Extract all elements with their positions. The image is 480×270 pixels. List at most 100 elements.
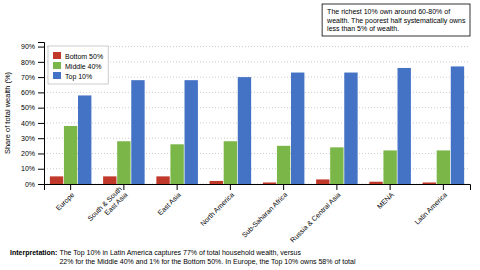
x-tick-mark (123, 184, 124, 190)
legend-swatch (53, 72, 61, 79)
y-tick-label: 90% (21, 43, 35, 50)
x-tick-label: East Asia (156, 191, 182, 217)
x-tick-mark (336, 184, 337, 190)
bar (291, 73, 304, 184)
x-tick-label: MENA (376, 191, 395, 210)
legend-swatch (53, 52, 61, 59)
bar (316, 179, 329, 184)
y-tick: 90% (21, 43, 44, 50)
y-tick: 40% (21, 120, 44, 127)
x-tick-label: Sub-Saharan Africa (241, 191, 289, 239)
y-axis: 0% 10% 20% 30% 40% 50% 60% 70% 80% 90% (21, 43, 45, 188)
bar (330, 147, 343, 184)
bar (344, 73, 357, 184)
y-tick-label: 0% (25, 181, 35, 188)
bar-series (64, 126, 450, 184)
y-tick-mark (38, 108, 44, 109)
y-tick-label: 60% (21, 89, 35, 96)
bar (238, 77, 251, 184)
y-tick: 10% (21, 165, 44, 172)
y-tick: 60% (21, 89, 44, 96)
x-tick: Europe (55, 184, 77, 213)
y-tick-mark (38, 62, 44, 63)
x-tick-label: Latin America (413, 191, 448, 226)
x-tick: Sub-Saharan Africa (241, 184, 289, 239)
bar (117, 141, 130, 184)
y-tick-mark (38, 138, 44, 139)
legend-item: Middle 40% (53, 62, 102, 70)
y-tick-label: 80% (21, 59, 35, 66)
legend: Bottom 50% Middle 40% Top 10% (48, 46, 108, 84)
bar (78, 95, 91, 184)
x-tick-mark (70, 184, 71, 190)
y-tick-mark (38, 184, 44, 185)
bars (50, 66, 464, 184)
annotation-text: The richest 10% own around 60-80% ofweal… (326, 8, 466, 32)
bar (263, 182, 276, 184)
bar (50, 176, 63, 184)
x-tick-label: South & SouthEast Asia (86, 185, 129, 228)
x-tick-mark (230, 184, 231, 190)
y-axis-title: Share of total wealth (%) (3, 71, 12, 154)
y-tick-label: 50% (21, 104, 35, 111)
y-tick-mark (38, 123, 44, 124)
x-tick: East Asia (156, 184, 182, 216)
bar (451, 66, 464, 184)
annotation-box (322, 4, 470, 36)
x-tick-label: Russia & Central Asia (289, 191, 342, 244)
footnote-text: The Top 10% in Latin America captures 77… (59, 249, 355, 266)
chart-svg: 0% 10% 20% 30% 40% 50% 60% 70% 80% 90% Europe South… (0, 0, 480, 270)
y-tick: 0% (25, 181, 44, 188)
x-tick-label: Europe (55, 191, 77, 213)
y-tick-mark (38, 92, 44, 93)
bar (210, 181, 223, 184)
y-tick-mark (38, 77, 44, 78)
grid (44, 47, 470, 184)
bar (185, 80, 198, 184)
bar (64, 126, 77, 184)
x-tick: MENA (376, 184, 395, 210)
y-tick: 30% (21, 135, 44, 142)
x-tick-mark (390, 184, 391, 190)
y-axis-line (38, 43, 45, 185)
bar (277, 146, 290, 184)
bar (369, 182, 382, 184)
x-tick: Russia & Central Asia (289, 184, 342, 244)
x-tick-mark (283, 184, 284, 190)
legend-label: Top 10% (65, 73, 92, 81)
bar (224, 141, 237, 184)
y-tick: 70% (21, 74, 44, 81)
y-tick-label: 30% (21, 135, 35, 142)
annotation: The richest 10% own around 60-80% ofweal… (322, 4, 470, 36)
legend-label: Bottom 50% (65, 53, 103, 60)
y-tick-mark (38, 153, 44, 154)
y-tick-mark (38, 169, 44, 170)
legend-item: Top 10% (53, 72, 92, 81)
legend-label: Middle 40% (65, 63, 102, 70)
x-tick-mark (443, 184, 444, 190)
legend-item: Bottom 50% (53, 52, 103, 60)
bar (170, 144, 183, 184)
y-tick: 50% (21, 104, 44, 111)
y-tick: 20% (21, 150, 44, 157)
y-tick-label: 20% (21, 150, 35, 157)
bar (383, 150, 396, 184)
x-axis: EuropeSouth & SouthEast AsiaEast AsiaNor… (45, 184, 471, 244)
bar-series (78, 66, 464, 184)
x-tick-mark (177, 184, 178, 190)
bar (398, 68, 411, 184)
bar (423, 182, 436, 184)
bar (131, 80, 144, 184)
y-tick: 80% (21, 59, 44, 66)
footnote-bold: Interpretation: (10, 249, 57, 257)
y-tick-mark (38, 47, 44, 48)
plot-area: 0% 10% 20% 30% 40% 50% 60% 70% 80% 90% Europe South… (21, 43, 471, 244)
legend-box (48, 46, 108, 84)
bar (156, 176, 169, 184)
y-tick-label: 10% (21, 165, 35, 172)
legend-swatch (53, 62, 61, 69)
x-tick: South & SouthEast Asia (86, 184, 129, 228)
y-tick-label: 70% (21, 74, 35, 81)
bar (437, 150, 450, 184)
bar (103, 176, 116, 184)
